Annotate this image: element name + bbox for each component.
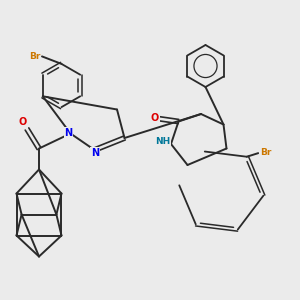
Text: O: O [18,117,27,128]
Text: Br: Br [260,148,271,157]
Text: Br: Br [29,52,40,61]
Text: N: N [91,148,99,158]
Text: O: O [151,113,159,123]
Text: NH: NH [155,136,170,146]
Text: N: N [64,128,73,138]
